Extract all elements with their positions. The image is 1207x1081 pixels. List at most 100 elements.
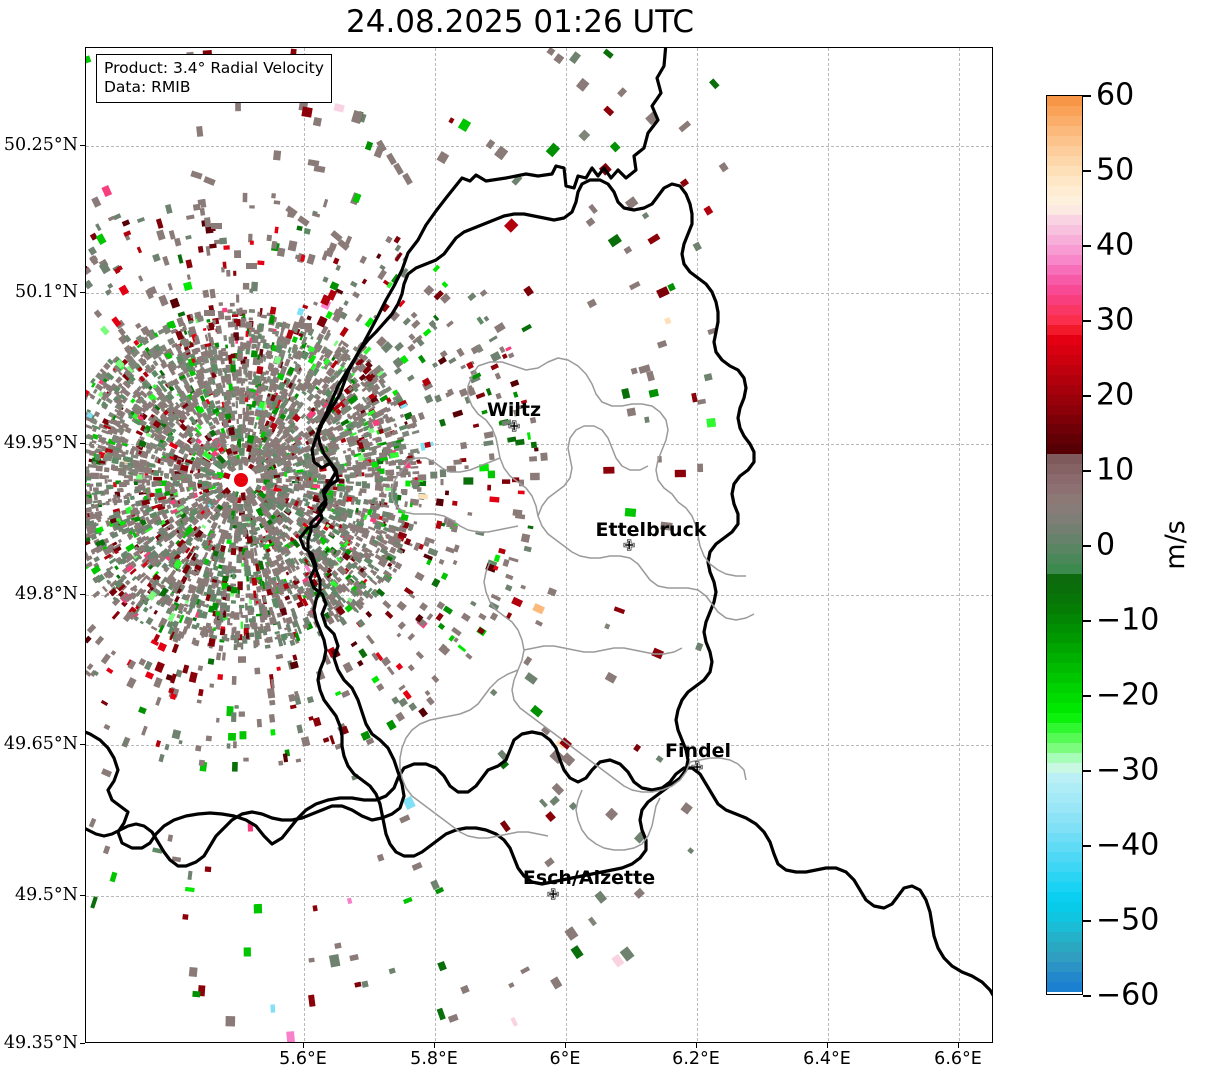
city-label: Ettelbruck <box>595 519 707 541</box>
colorbar-segment <box>1047 175 1082 186</box>
district-border-path <box>677 501 746 577</box>
info-product-line: Product: 3.4° Radial Velocity <box>104 59 324 77</box>
colorbar-segment <box>1047 235 1082 246</box>
colorbar-segment <box>1047 394 1082 405</box>
city-point-icon: ✙ <box>690 758 704 777</box>
colorbar-segment <box>1047 543 1082 554</box>
colorbar-segment <box>1047 484 1082 495</box>
colorbar-tick-mark <box>1083 170 1091 172</box>
colorbar-segment <box>1047 523 1082 534</box>
colorbar-tick-mark <box>1083 920 1091 922</box>
colorbar-segment <box>1047 165 1082 176</box>
colorbar-tick-mark <box>1083 470 1091 472</box>
city-label: Findel <box>664 740 732 762</box>
colorbar-segment <box>1047 663 1082 674</box>
colorbar-tick-label: −50 <box>1096 902 1160 938</box>
colorbar-segment <box>1047 782 1082 793</box>
district-border-path <box>477 357 679 503</box>
colorbar-segment <box>1047 494 1082 505</box>
colorbar-segment <box>1047 344 1082 355</box>
colorbar-segment <box>1047 105 1082 116</box>
latitude-tick-label: 50.25°N <box>3 135 78 155</box>
colorbar-segment <box>1047 305 1082 315</box>
border-layer <box>86 48 992 997</box>
colorbar-segment <box>1047 932 1082 943</box>
colorbar-segment <box>1047 504 1082 515</box>
colorbar-segment <box>1047 145 1082 156</box>
colorbar-tick-mark <box>1083 95 1091 97</box>
district-border-path <box>401 457 501 473</box>
colorbar-segment <box>1047 961 1082 972</box>
colorbar-segment <box>1047 951 1082 962</box>
colorbar-segment <box>1047 255 1082 266</box>
colorbar-segment <box>1047 902 1082 913</box>
colorbar-segment <box>1047 752 1082 763</box>
colorbar-segment <box>1047 553 1082 564</box>
colorbar-segment <box>1047 135 1082 146</box>
colorbar-segment <box>1047 922 1082 933</box>
colorbar-segment <box>1047 354 1082 365</box>
colorbar-segment <box>1047 693 1082 704</box>
colorbar-tick-label: −20 <box>1096 677 1160 713</box>
longitude-tick-mark <box>434 1043 435 1048</box>
colorbar-segment <box>1047 603 1082 614</box>
colorbar-segment <box>1047 464 1082 475</box>
colorbar-segment <box>1047 334 1082 345</box>
gridline-vertical <box>828 48 829 1042</box>
longitude-tick-label: 6.4°E <box>803 1049 851 1069</box>
district-border-path <box>689 757 747 781</box>
longitude-tick-label: 5.6°E <box>279 1049 327 1069</box>
colorbar-tick-label: 10 <box>1096 452 1135 488</box>
latitude-tick-mark <box>80 1043 85 1044</box>
colorbar-segment <box>1047 812 1082 823</box>
latitude-tick-mark <box>80 145 85 146</box>
colorbar-segment <box>1047 713 1082 724</box>
colorbar-tick-mark <box>1083 620 1091 622</box>
district-border-path <box>467 365 755 621</box>
city-point-icon: ✙ <box>546 885 560 904</box>
latitude-tick-mark <box>80 744 85 745</box>
gridline-horizontal <box>86 896 992 897</box>
colorbar-segment <box>1047 314 1082 325</box>
gridline-horizontal <box>86 146 992 147</box>
colorbar-segment <box>1047 514 1082 524</box>
gridline-horizontal <box>86 444 992 445</box>
colorbar-segment <box>1047 673 1082 684</box>
colorbar-tick-mark <box>1083 545 1091 547</box>
colorbar-segment <box>1047 245 1082 256</box>
colorbar <box>1046 95 1083 995</box>
colorbar-segment <box>1047 593 1082 604</box>
colorbar-tick-label: −30 <box>1096 752 1160 788</box>
country-border-path <box>86 730 992 997</box>
colorbar-segment <box>1047 852 1082 863</box>
colorbar-tick-mark <box>1083 995 1091 997</box>
district-border-path <box>391 469 519 533</box>
colorbar-tick-mark <box>1083 395 1091 397</box>
longitude-tick-label: 6.6°E <box>934 1049 982 1069</box>
longitude-tick-mark <box>565 1043 566 1048</box>
city-point-icon: ✙ <box>622 536 636 555</box>
district-border-path <box>399 669 549 839</box>
colorbar-segment <box>1047 563 1082 574</box>
colorbar-unit-label: m/s <box>1160 520 1191 570</box>
colorbar-tick-mark <box>1083 770 1091 772</box>
gridline-vertical <box>959 48 960 1042</box>
page-title: 24.08.2025 01:26 UTC <box>346 4 694 40</box>
colorbar-segment <box>1047 96 1082 106</box>
colorbar-tick-label: 20 <box>1096 377 1135 413</box>
colorbar-segment <box>1047 573 1082 584</box>
colorbar-segment <box>1047 832 1082 843</box>
colorbar-segment <box>1047 225 1082 236</box>
map-plot-area[interactable]: Product: 3.4° Radial Velocity Data: RMIB… <box>85 47 993 1043</box>
colorbar-segment <box>1047 384 1082 395</box>
district-border-path <box>483 561 691 793</box>
colorbar-segment <box>1047 733 1082 743</box>
colorbar-segment <box>1047 971 1082 982</box>
info-box: Product: 3.4° Radial Velocity Data: RMIB <box>96 54 332 103</box>
colorbar-segment <box>1047 215 1082 226</box>
colorbar-segment <box>1047 404 1082 415</box>
colorbar-segment <box>1047 822 1082 833</box>
latitude-tick-label: 50.1°N <box>14 282 78 302</box>
gridline-horizontal <box>86 745 992 746</box>
